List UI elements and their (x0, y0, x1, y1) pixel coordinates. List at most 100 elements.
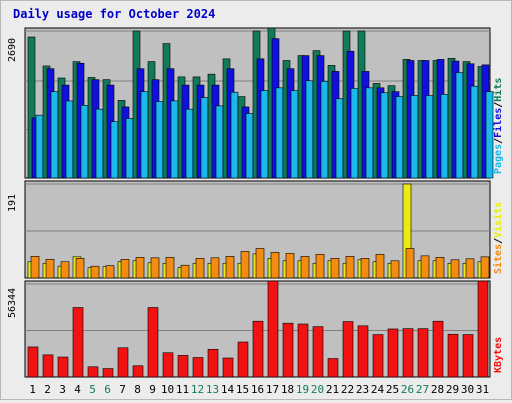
bar-pages-day-30 (470, 85, 479, 179)
legend-hits-files-pages: Pages/Files/Hits (492, 78, 504, 174)
x-tick-day-22: 22 (341, 383, 354, 396)
bar-pages-day-20 (320, 80, 329, 179)
bar-kbytes-day-20 (312, 326, 324, 378)
bar-pages-day-26 (410, 95, 419, 179)
bar-kbytes-day-29 (447, 333, 459, 378)
x-tick-day-28: 28 (431, 383, 444, 396)
bar-sites-day-29 (450, 259, 460, 279)
x-tick-day-25: 25 (386, 383, 399, 396)
bar-sites-day-23 (360, 258, 370, 279)
chart-title: Daily usage for October 2024 (13, 7, 215, 21)
bar-sites-day-28 (435, 257, 445, 279)
bar-sites-day-17 (270, 252, 280, 279)
x-tick-day-6: 6 (104, 383, 111, 396)
bar-sites-day-14 (225, 256, 235, 279)
y-max-label: 2690 (7, 38, 18, 62)
bar-sites-day-15 (240, 251, 250, 279)
x-tick-day-9: 9 (149, 383, 156, 396)
bar-kbytes-day-3 (57, 356, 69, 378)
bar-kbytes-day-2 (42, 354, 54, 378)
bar-sites-day-13 (210, 257, 220, 279)
bar-kbytes-day-17 (267, 280, 279, 378)
x-tick-day-23: 23 (356, 383, 369, 396)
legend-entry-hits: Hits (492, 78, 504, 102)
bar-sites-day-3 (60, 261, 70, 279)
bar-kbytes-day-30 (462, 334, 474, 378)
bar-sites-day-8 (135, 257, 145, 279)
bar-sites-day-21 (330, 258, 340, 279)
bar-pages-day-4 (80, 105, 89, 179)
bar-sites-day-11 (180, 264, 190, 279)
legend-separator: / (493, 238, 504, 244)
x-tick-day-18: 18 (281, 383, 294, 396)
bar-sites-day-12 (195, 258, 205, 279)
bar-kbytes-day-26 (402, 328, 414, 378)
bar-pages-day-31 (485, 91, 494, 179)
bar-kbytes-day-1 (27, 346, 39, 378)
bar-kbytes-day-13 (207, 348, 219, 378)
legend-entry-kbytes: KBytes (493, 337, 504, 373)
bar-pages-day-3 (65, 100, 74, 179)
x-tick-day-21: 21 (326, 383, 339, 396)
legend-entry-files: Files (492, 108, 504, 138)
bar-pages-day-13 (215, 105, 224, 179)
panel-visits-sites: 191 Sites/Visits (7, 180, 504, 279)
bar-kbytes-day-23 (357, 325, 369, 378)
bar-kbytes-day-10 (162, 352, 174, 378)
bar-pages-day-11 (185, 108, 194, 179)
bar-kbytes-day-25 (387, 328, 399, 378)
bar-kbytes-day-4 (72, 307, 84, 378)
bar-sites-day-10 (165, 257, 175, 279)
bar-pages-day-17 (275, 87, 284, 179)
x-tick-day-1: 1 (29, 383, 36, 396)
legend-separator: / (493, 138, 504, 144)
bar-sites-day-1 (30, 256, 40, 279)
bar-kbytes-day-15 (237, 341, 249, 378)
bar-sites-day-27 (420, 255, 430, 279)
bar-kbytes-day-11 (177, 355, 189, 378)
x-tick-day-3: 3 (59, 383, 66, 396)
x-tick-day-24: 24 (371, 383, 385, 396)
bar-hits-day-1 (27, 36, 36, 179)
legend-entry-sites: Sites (492, 244, 504, 274)
bar-pages-day-7 (125, 118, 134, 179)
bar-sites-day-18 (285, 253, 295, 279)
bar-sites-day-6 (105, 265, 115, 279)
x-tick-day-7: 7 (119, 383, 126, 396)
bar-pages-day-23 (365, 87, 374, 179)
x-tick-day-13: 13 (206, 383, 219, 396)
bar-kbytes-day-16 (252, 320, 264, 378)
bar-pages-day-9 (155, 101, 164, 179)
x-tick-day-29: 29 (446, 383, 459, 396)
bar-pages-day-19 (305, 80, 314, 179)
x-tick-day-27: 27 (416, 383, 429, 396)
bar-sites-day-4 (75, 258, 85, 279)
bar-pages-day-16 (260, 90, 269, 179)
y-max-label: 56344 (7, 288, 18, 318)
x-tick-day-30: 30 (461, 383, 474, 396)
bar-sites-day-30 (465, 258, 475, 279)
bar-pages-day-18 (290, 90, 299, 179)
bar-kbytes-day-19 (297, 323, 309, 378)
x-tick-day-26: 26 (401, 383, 414, 396)
bar-kbytes-day-7 (117, 347, 129, 378)
bar-pages-day-14 (230, 91, 239, 179)
x-tick-day-20: 20 (311, 383, 324, 396)
bar-kbytes-day-9 (147, 307, 159, 378)
bar-pages-day-28 (440, 94, 449, 179)
bar-pages-day-25 (395, 96, 404, 179)
bar-sites-day-9 (150, 257, 160, 279)
bar-kbytes-day-24 (372, 334, 384, 378)
y-max-label: 191 (7, 194, 18, 212)
legend-visits-sites: Sites/Visits (492, 202, 504, 274)
bar-kbytes-day-27 (417, 328, 429, 378)
bar-kbytes-day-8 (132, 365, 144, 378)
bar-sites-day-16 (255, 248, 265, 279)
bar-kbytes-day-5 (87, 366, 99, 378)
bar-kbytes-day-21 (327, 358, 339, 378)
bar-sites-day-20 (315, 254, 325, 279)
bar-kbytes-day-28 (432, 320, 444, 378)
bar-pages-day-6 (110, 121, 119, 179)
